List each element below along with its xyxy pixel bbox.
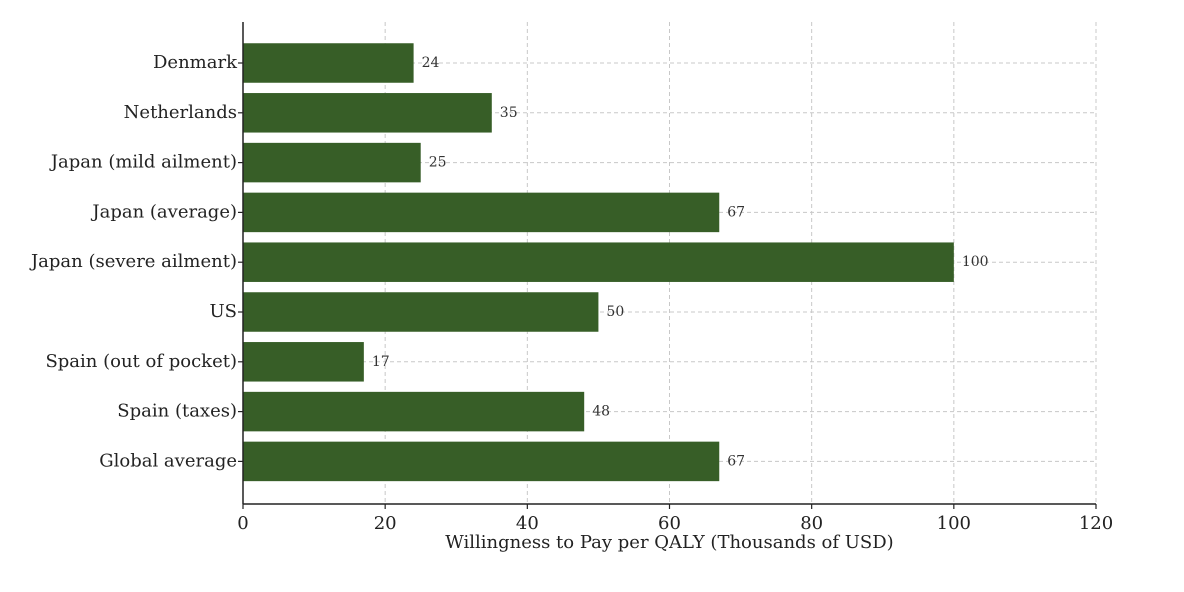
bar	[243, 391, 585, 432]
bar	[243, 441, 720, 482]
value-label: 67	[727, 204, 745, 220]
x-tick-label: 80	[800, 513, 823, 534]
y-category-label: US	[209, 301, 237, 322]
axis-layer	[238, 22, 1097, 509]
y-category-label: Spain (taxes)	[117, 401, 237, 422]
bar	[243, 192, 720, 233]
x-tick-label: 120	[1079, 513, 1113, 534]
value-label: 50	[606, 304, 624, 320]
x-tick-label: 0	[237, 513, 248, 534]
bar	[243, 93, 492, 133]
y-category-label: Japan (average)	[90, 201, 237, 222]
x-tick-label: 40	[516, 513, 539, 534]
y-category-label: Denmark	[153, 52, 238, 73]
bar	[243, 43, 414, 83]
bar	[243, 342, 364, 382]
value-label: 48	[592, 404, 610, 420]
value-label: 100	[962, 254, 989, 270]
value-label: 24	[422, 55, 440, 71]
value-label: 67	[727, 453, 745, 469]
x-tick-label: 60	[658, 513, 681, 534]
value-label: 35	[500, 105, 518, 121]
y-category-label: Japan (mild ailment)	[49, 152, 237, 173]
x-tick-label: 20	[374, 513, 397, 534]
label-layer: 0 20 40 60 80 100 120 Denmark 24 Netherlands 35 Jap…	[29, 52, 1113, 534]
bar	[243, 242, 954, 282]
y-category-label: Spain (out of pocket)	[45, 351, 237, 372]
bar	[243, 142, 421, 183]
y-category-label: Netherlands	[124, 102, 237, 123]
y-category-label: Global average	[99, 450, 237, 471]
x-axis-title: Willingness to Pay per QALY (Thousands o…	[445, 532, 893, 553]
value-label: 17	[372, 354, 390, 370]
value-label: 25	[429, 155, 447, 171]
bar	[243, 292, 599, 332]
y-category-label: Japan (severe ailment)	[29, 251, 237, 272]
x-tick-label: 100	[937, 513, 971, 534]
bar-layer	[243, 43, 954, 482]
